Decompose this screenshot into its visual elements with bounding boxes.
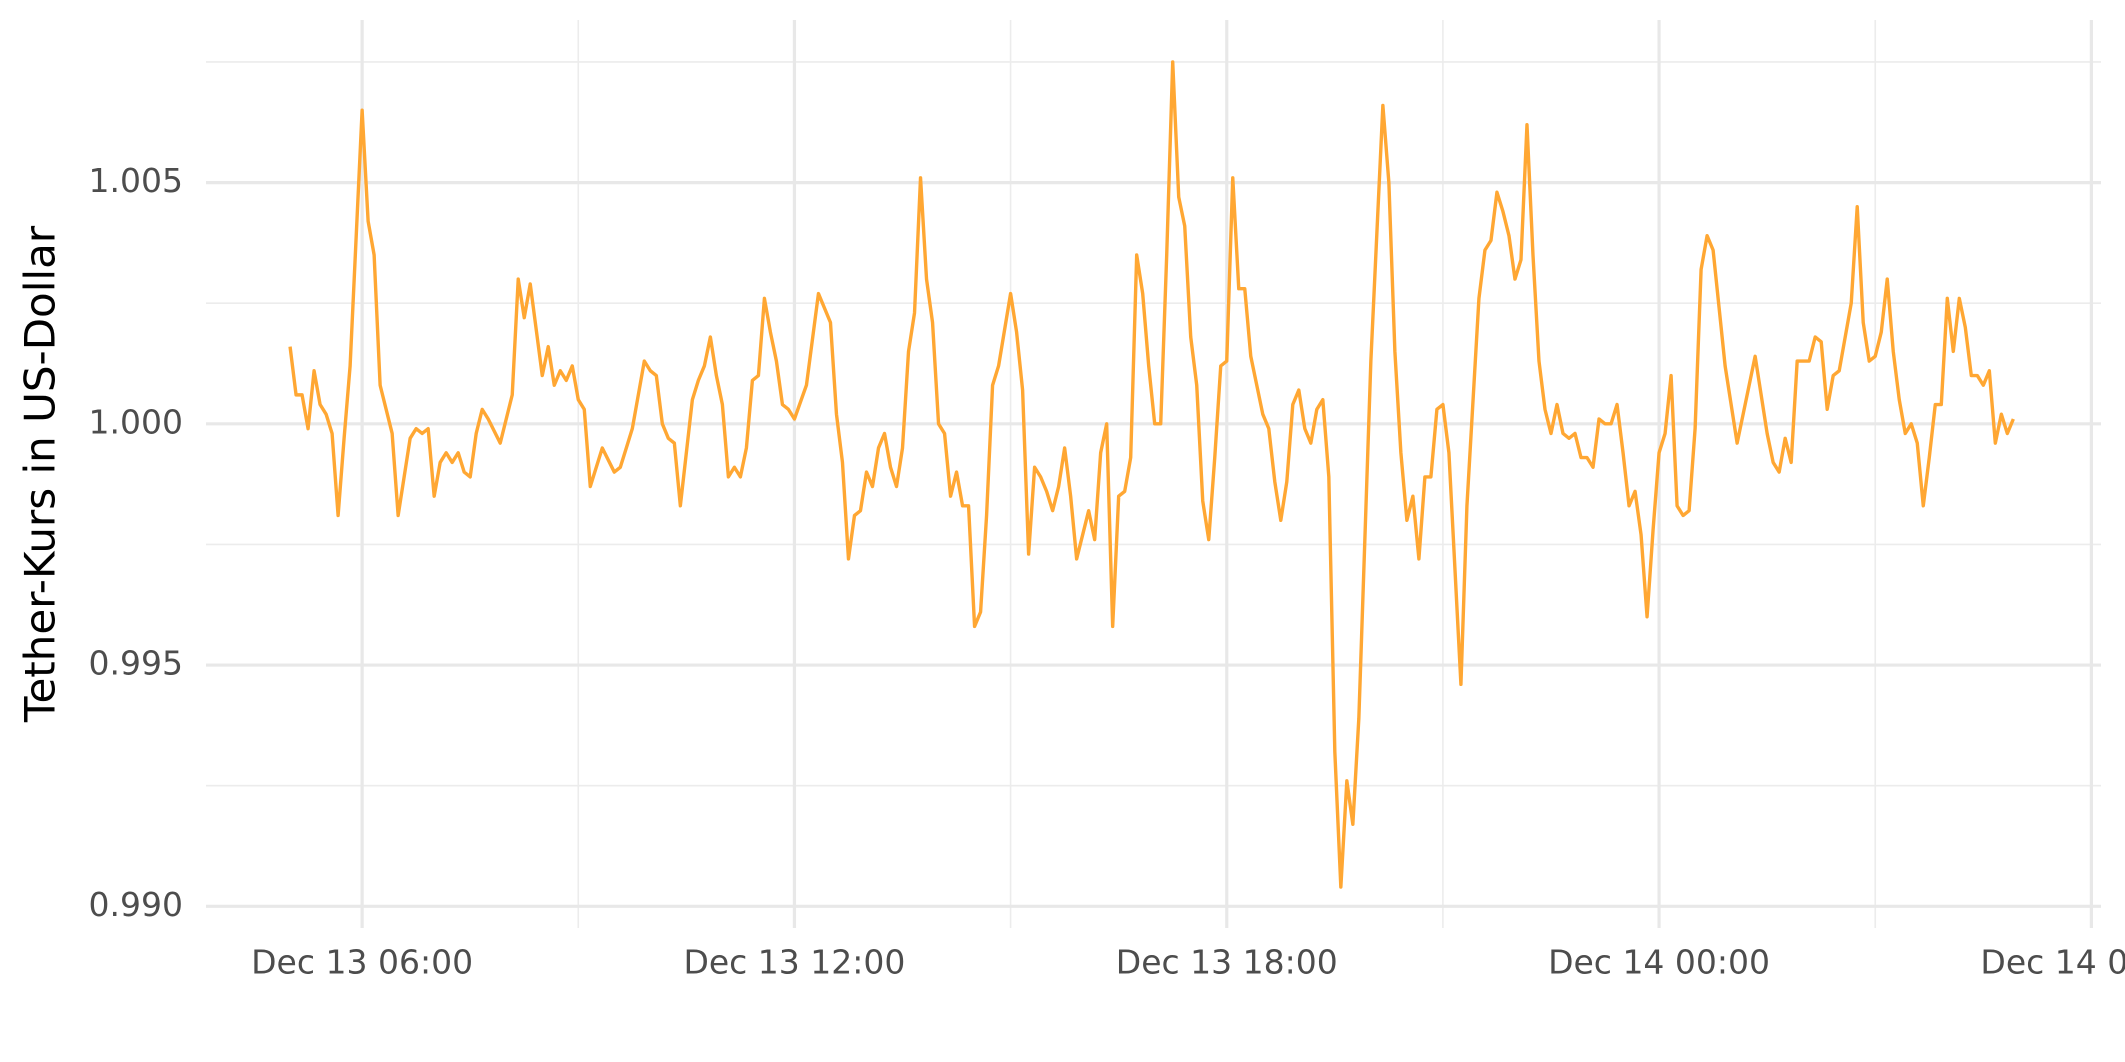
y-tick-label: 0.990	[89, 885, 183, 924]
x-tick-label: Dec 13 12:00	[683, 943, 905, 982]
plot-area	[288, 60, 2015, 889]
y-tick-label: 1.000	[89, 402, 183, 441]
y-axis-title: Tether-Kurs in US-Dollar	[16, 225, 65, 723]
x-tick-label: Dec 14 00:00	[1548, 943, 1770, 982]
grid	[206, 20, 2101, 928]
x-tick-label: Dec 13 18:00	[1116, 943, 1338, 982]
x-tick-label: Dec 14 06:00	[1980, 943, 2125, 982]
y-tick-label: 1.005	[89, 161, 183, 200]
x-tick-label: Dec 13 06:00	[251, 943, 473, 982]
y-tick-label: 0.995	[89, 644, 183, 683]
price-line	[288, 60, 2015, 889]
